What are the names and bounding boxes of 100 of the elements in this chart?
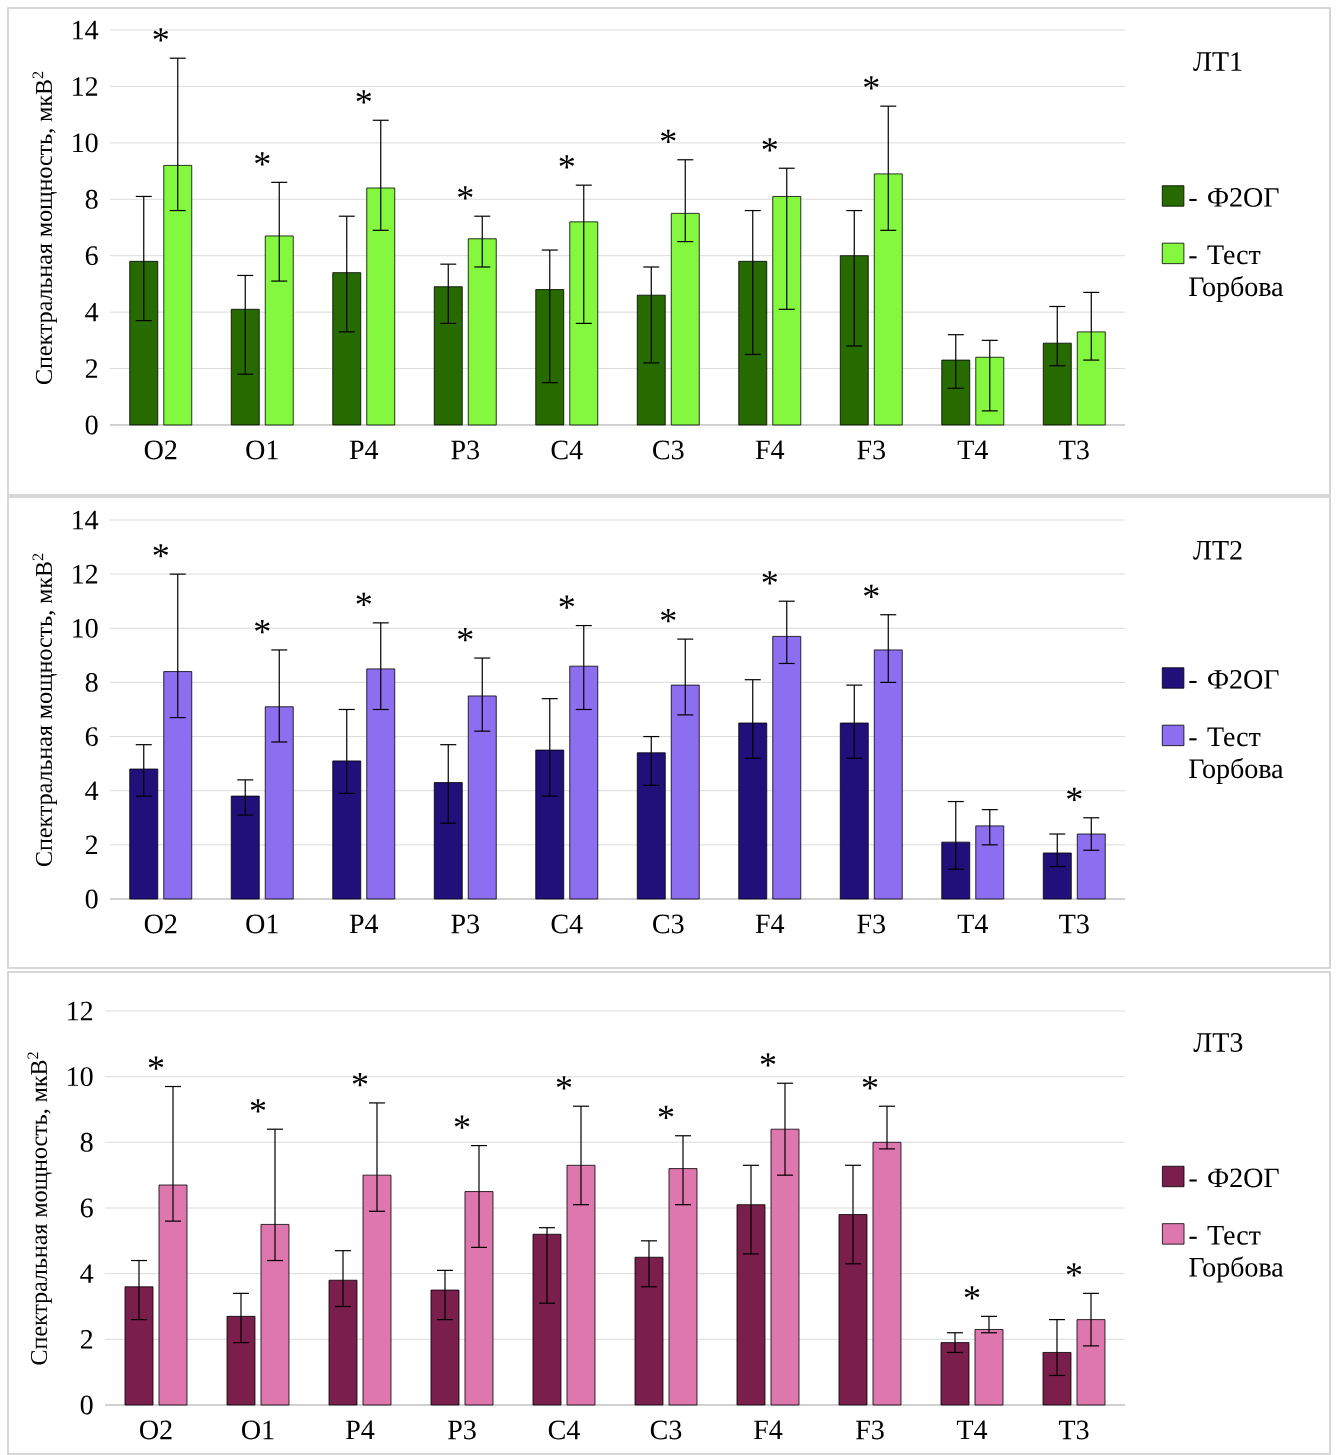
annotation: *: [559, 155, 575, 169]
y-tick-label: 4: [80, 1264, 94, 1283]
bar: [772, 636, 802, 900]
y-tick-label: 10: [73, 133, 98, 153]
x-tick-label: O2: [140, 1420, 172, 1440]
x-tick-label: O2: [144, 914, 177, 934]
annotation: *: [964, 1286, 980, 1300]
legend-label: - Тест Горбова: [1189, 245, 1284, 302]
y-tick-label: 8: [80, 1132, 93, 1152]
x-tick-label: C3: [653, 440, 684, 460]
y-tick-label: 10: [68, 1067, 93, 1087]
x-tick-label: F3: [857, 914, 885, 934]
y-tick-label: 4: [85, 781, 99, 800]
y-tick-label: 2: [85, 359, 98, 378]
annotation: *: [458, 186, 473, 200]
annotation: *: [255, 152, 270, 166]
x-tick-label: C3: [653, 914, 684, 934]
x-tick-label: F4: [754, 1420, 783, 1440]
annotation: *: [356, 592, 372, 607]
bar: [772, 196, 802, 426]
annotation: *: [760, 1053, 776, 1067]
annotation: *: [1067, 787, 1082, 801]
y-tick-label: 14: [73, 20, 99, 40]
y-tick-label: 6: [80, 1198, 93, 1218]
x-tick-label: C3: [650, 1420, 682, 1440]
y-axis-title: Спектральная мощность, мкВ$^{2}$: [27, 1052, 52, 1365]
annotation: *: [1066, 1263, 1082, 1277]
annotation: *: [153, 544, 169, 558]
y-tick-label: 4: [85, 302, 99, 322]
y-tick-label: 10: [73, 618, 98, 638]
annotation: *: [454, 1115, 470, 1129]
x-tick-label: C4: [548, 1420, 580, 1440]
x-tick-label: O1: [242, 1420, 274, 1440]
annotation: *: [658, 1105, 674, 1119]
annotation: *: [352, 1072, 368, 1087]
y-tick-label: 12: [73, 564, 98, 584]
y-tick-label: 6: [85, 246, 98, 266]
x-tick-label: P3: [451, 440, 479, 460]
x-tick-label: P3: [448, 1420, 476, 1440]
x-tick-label: P4: [349, 440, 379, 460]
bar: [226, 1315, 256, 1406]
annotation: *: [762, 571, 778, 585]
y-tick-label: 14: [73, 510, 99, 530]
bar: [532, 1233, 562, 1406]
x-tick-label: C4: [551, 914, 583, 934]
x-tick-label: O2: [144, 440, 177, 460]
annotation: *: [255, 619, 270, 634]
bar: [670, 212, 700, 426]
y-tick-label: 12: [68, 1001, 93, 1021]
annotation: *: [661, 609, 676, 623]
bar: [328, 1279, 358, 1406]
y-tick-label: 0: [85, 889, 98, 909]
legend-label: - Ф2ОГ: [1189, 670, 1279, 689]
y-tick-label: 8: [85, 672, 98, 692]
bar: [1042, 1352, 1072, 1406]
x-tick-label: P4: [346, 1420, 375, 1440]
x-tick-label: F3: [857, 440, 885, 460]
x-tick-label: F4: [755, 914, 785, 934]
x-tick-label: T4: [957, 440, 988, 460]
y-axis-title: Спектральная мощность, мкВ$^{2}$: [32, 71, 57, 385]
annotation: *: [153, 28, 169, 42]
y-tick-label: 12: [73, 77, 98, 96]
text: ЛТ1: [1193, 52, 1242, 71]
y-tick-label: 0: [80, 1395, 93, 1415]
x-tick-label: O1: [246, 914, 278, 934]
annotation: *: [250, 1099, 266, 1113]
annotation: *: [556, 1076, 572, 1090]
x-tick-label: T3: [1059, 914, 1089, 934]
annotation: *: [864, 76, 879, 90]
x-tick-label: F4: [755, 440, 785, 460]
annotation: *: [356, 90, 372, 104]
bar: [163, 165, 193, 426]
annotation: *: [559, 595, 575, 609]
annotation: *: [661, 129, 676, 143]
y-tick-label: 6: [85, 727, 98, 746]
x-tick-label: P3: [451, 914, 479, 934]
x-tick-label: O1: [246, 440, 278, 460]
bar: [260, 1224, 290, 1406]
bar: [569, 665, 599, 900]
annotation: *: [148, 1056, 164, 1070]
bar: [129, 260, 159, 426]
annotation: *: [458, 628, 473, 642]
legend-label: - Тест Горбова: [1189, 727, 1284, 784]
bar: [362, 1174, 392, 1406]
y-axis-title: Спектральная мощность, мкВ$^{2}$: [32, 553, 57, 867]
y-tick-label: 2: [85, 835, 98, 855]
y-tick-label: 8: [85, 189, 98, 209]
x-tick-label: P4: [349, 914, 379, 934]
legend-label: - Ф2ОГ: [1189, 1168, 1279, 1188]
bar: [566, 1164, 596, 1406]
x-tick-label: T3: [1059, 440, 1089, 460]
legend-label: - Ф2ОГ: [1189, 188, 1279, 207]
x-tick-label: T3: [1058, 1420, 1089, 1440]
text: ЛТ3: [1193, 1033, 1243, 1052]
bar: [634, 1256, 664, 1406]
y-tick-label: 0: [85, 415, 98, 435]
annotation: *: [762, 138, 778, 152]
y-tick-label: 2: [80, 1330, 93, 1349]
x-tick-label: T4: [956, 1420, 988, 1440]
x-tick-label: C4: [551, 440, 583, 460]
